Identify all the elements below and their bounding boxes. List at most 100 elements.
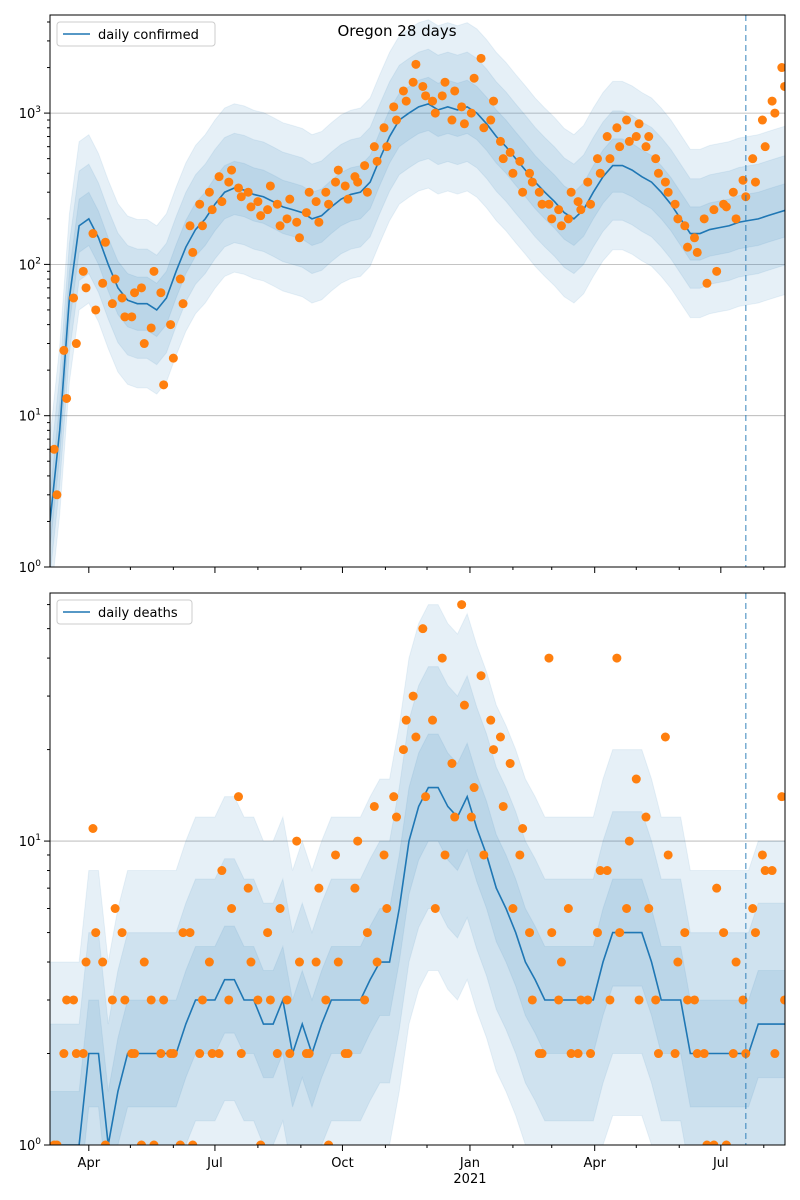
data-point xyxy=(333,957,343,967)
data-point xyxy=(457,102,467,112)
data-point xyxy=(233,183,243,193)
data-point xyxy=(69,995,79,1005)
data-point xyxy=(136,283,146,293)
data-point xyxy=(78,266,88,276)
data-point xyxy=(583,995,593,1005)
data-point xyxy=(369,142,379,152)
data-point xyxy=(304,1049,314,1059)
data-point xyxy=(282,214,292,224)
data-point xyxy=(195,199,205,209)
data-point xyxy=(71,1049,81,1059)
data-point xyxy=(466,108,476,118)
data-point xyxy=(563,214,573,224)
data-point xyxy=(379,850,389,860)
confidence-band xyxy=(50,76,785,549)
data-point xyxy=(275,904,285,914)
data-point xyxy=(294,233,304,243)
data-point xyxy=(130,1049,140,1059)
data-point xyxy=(139,957,149,967)
data-point xyxy=(450,86,460,96)
data-point xyxy=(653,1049,663,1059)
data-point xyxy=(207,1049,217,1059)
data-point xyxy=(401,715,411,725)
data-point xyxy=(547,214,557,224)
data-point xyxy=(476,53,486,63)
data-point xyxy=(787,884,796,893)
data-point xyxy=(168,353,178,363)
data-point xyxy=(660,177,670,187)
data-point xyxy=(408,77,418,87)
x-tick-label: 2021 xyxy=(453,1172,486,1187)
data-point xyxy=(321,187,331,197)
legend-label: daily confirmed xyxy=(98,28,199,43)
data-point xyxy=(71,339,81,349)
data-point xyxy=(592,928,602,938)
data-point xyxy=(622,115,632,125)
data-point xyxy=(204,957,214,967)
data-point xyxy=(188,247,198,257)
data-point xyxy=(712,266,722,276)
data-point xyxy=(139,339,149,349)
data-point xyxy=(518,187,528,197)
data-point xyxy=(156,288,166,298)
data-point xyxy=(117,293,127,303)
data-point xyxy=(98,957,108,967)
data-point xyxy=(489,745,499,755)
data-point xyxy=(233,792,243,802)
data-point xyxy=(362,187,372,197)
y-tick-base: 10 xyxy=(19,561,36,576)
data-point xyxy=(790,57,799,66)
data-point xyxy=(466,812,476,822)
data-point xyxy=(683,242,693,252)
data-point xyxy=(256,1140,266,1145)
data-point xyxy=(227,165,237,175)
y-tick-exp: 0 xyxy=(35,1137,41,1147)
data-point xyxy=(136,1140,146,1145)
data-point xyxy=(644,132,654,142)
data-point xyxy=(382,904,392,914)
data-point xyxy=(389,102,399,112)
data-point xyxy=(663,850,673,860)
data-point xyxy=(100,237,110,247)
data-point xyxy=(595,866,605,876)
x-tick-label: Jul xyxy=(712,1156,729,1171)
data-point xyxy=(651,995,661,1005)
data-point xyxy=(120,312,130,322)
data-point xyxy=(721,202,731,212)
data-point xyxy=(398,745,408,755)
data-point xyxy=(392,812,401,822)
data-point xyxy=(748,154,758,164)
data-point xyxy=(622,904,632,914)
data-point xyxy=(146,323,156,333)
data-point xyxy=(185,928,195,938)
data-point xyxy=(107,995,117,1005)
y-tick-base: 10 xyxy=(19,107,36,122)
data-point xyxy=(62,995,72,1005)
data-point xyxy=(537,199,547,209)
data-point xyxy=(554,995,564,1005)
data-point xyxy=(360,161,370,171)
data-point xyxy=(790,850,799,859)
data-point xyxy=(304,187,314,197)
data-point xyxy=(236,192,246,202)
data-point xyxy=(59,345,69,355)
data-point xyxy=(437,653,447,663)
data-point xyxy=(217,197,227,207)
data-point xyxy=(398,86,408,96)
data-point xyxy=(418,624,428,634)
data-point xyxy=(770,108,780,118)
data-point xyxy=(362,928,372,938)
data-point xyxy=(760,866,770,876)
data-point xyxy=(447,115,457,125)
data-point xyxy=(272,1049,282,1059)
data-point xyxy=(81,283,91,293)
data-point xyxy=(573,197,583,207)
data-point xyxy=(401,96,411,106)
data-point xyxy=(372,957,382,967)
data-point xyxy=(757,115,767,125)
data-point xyxy=(692,1049,702,1059)
y-tick-label: 102 xyxy=(19,256,41,273)
y-tick-label: 103 xyxy=(19,105,41,122)
